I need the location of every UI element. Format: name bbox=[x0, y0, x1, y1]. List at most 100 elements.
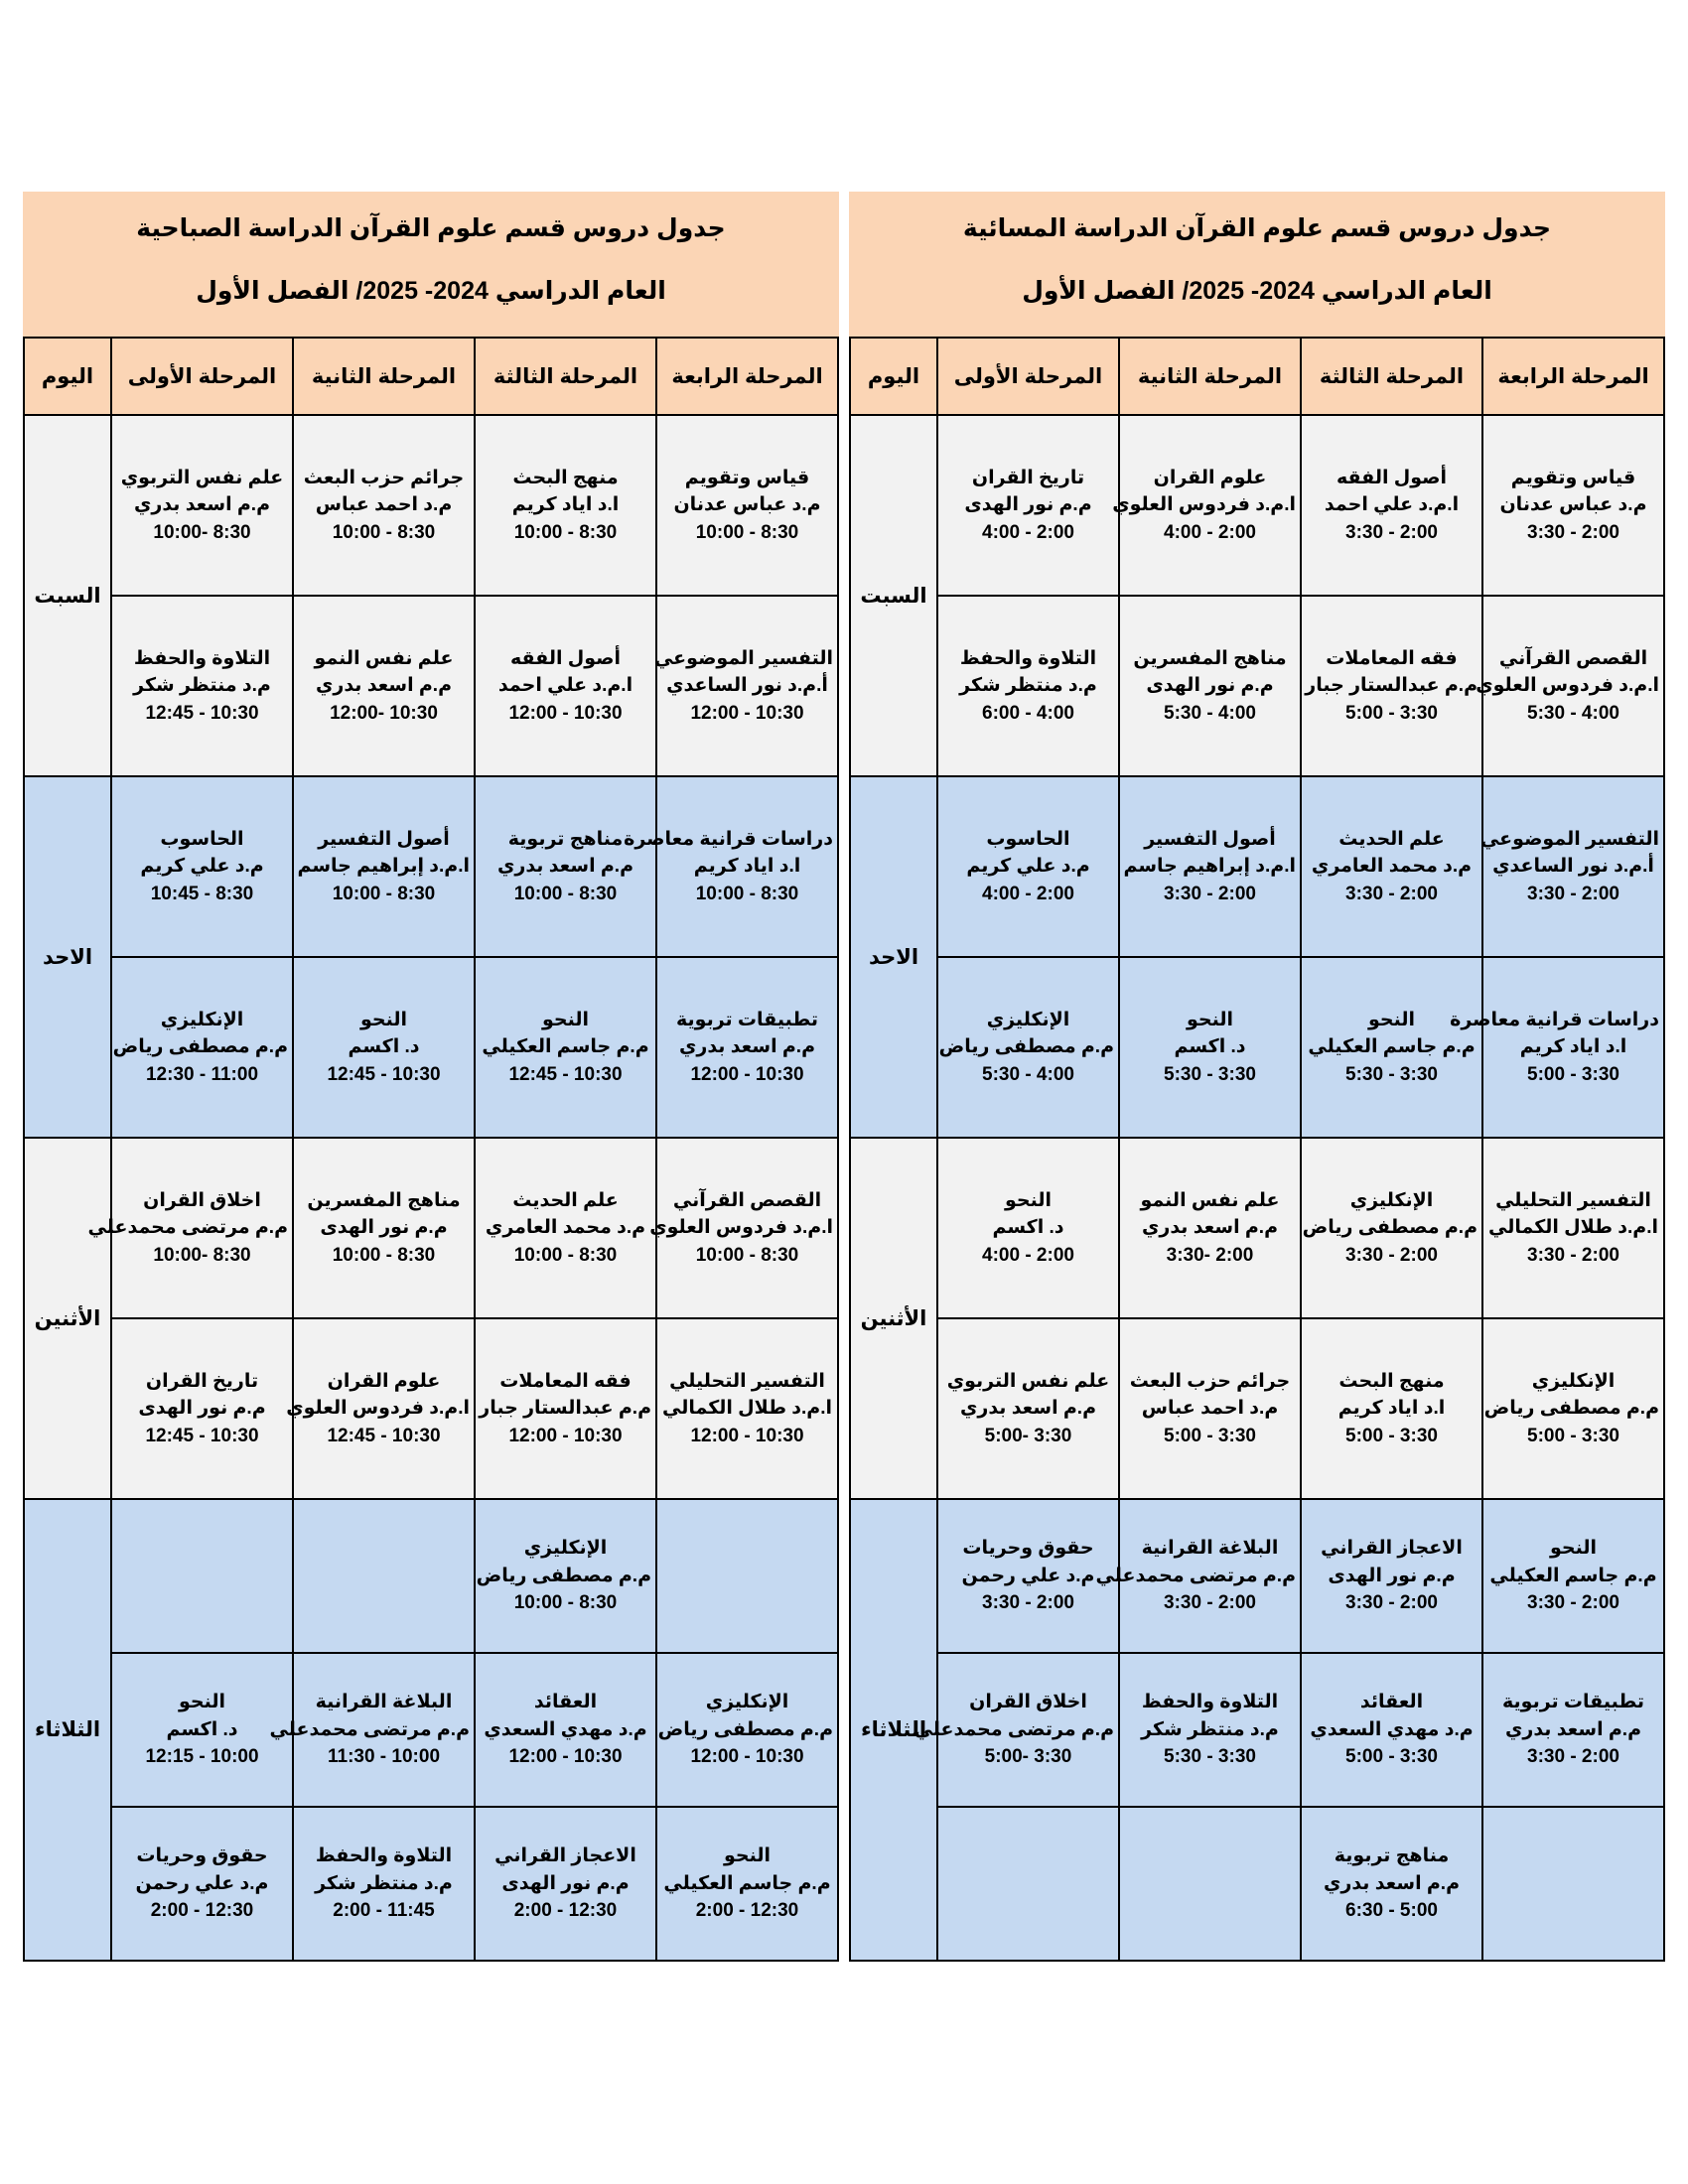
class-time: 12:00 - 10:30 bbox=[690, 1425, 804, 1446]
class-cell: النحو د. اكسم 4:00 - 2:00 bbox=[936, 1137, 1120, 1319]
class-time: 2:00 - 12:30 bbox=[695, 1900, 799, 1922]
class-cell: حقوق وحريات م.د علي رحمن 3:30 - 2:00 bbox=[936, 1498, 1120, 1654]
table-row: الإنكليزي م.م مصطفى رياض 10:00 - 8:30 الثلا… bbox=[23, 1498, 839, 1962]
class-cell: النحو د. اكسم 12:15 - 10:00 bbox=[110, 1652, 294, 1808]
class-cell: التلاوة والحفظ م.د منتظر شكر 12:45 - 10:30 bbox=[110, 595, 294, 777]
teacher-name: م.د منتظر شكر bbox=[133, 675, 271, 697]
board-evening-header: جدول دروس قسم علوم القرآن الدراسة المسائ… bbox=[849, 192, 1665, 337]
teacher-name: م.م مصطفى رياض bbox=[1302, 1217, 1477, 1239]
class-time: 10:00 - 8:30 bbox=[695, 883, 799, 904]
teacher-name: م.م اسعد بدري bbox=[1504, 1718, 1642, 1740]
teacher-name: م.د احمد عباس bbox=[1141, 1398, 1279, 1420]
board-evening: جدول دروس قسم علوم القرآن الدراسة المسائ… bbox=[849, 192, 1665, 1962]
class-time: 4:00 - 2:00 bbox=[982, 883, 1074, 904]
column-header-day: اليوم bbox=[849, 337, 938, 416]
class-time: 5:00- 3:30 bbox=[984, 1746, 1072, 1768]
teacher-name: م.م مصطفى رياض bbox=[657, 1718, 833, 1740]
course-name: التلاوة والحفظ bbox=[315, 1845, 453, 1867]
course-name: دراسات قرانية معاصرة bbox=[624, 828, 833, 850]
teacher-name: م.م مصطفى رياض bbox=[112, 1036, 288, 1058]
class-cell: التفسير الموضوعي أ.م.د نور الساعدي 3:30 - … bbox=[1480, 775, 1665, 958]
class-time: 2:00 - 12:30 bbox=[150, 1900, 254, 1922]
class-time: 12:00 - 10:30 bbox=[690, 1746, 804, 1768]
board-morning-header: جدول دروس قسم علوم القرآن الدراسة الصباح… bbox=[23, 192, 839, 337]
column-header-stage1: المرحلة الأولى bbox=[936, 337, 1120, 416]
course-name: التلاوة والحفظ bbox=[1141, 1692, 1279, 1713]
course-name: الإنكليزي bbox=[160, 1009, 244, 1030]
teacher-name: ا.م.د فردوس العلوي bbox=[1476, 675, 1659, 697]
course-name: أصول الفقه bbox=[509, 647, 622, 669]
table-row: القصص القرآني ا.م.د فردوس العلوي 10:00 - 8… bbox=[23, 1137, 839, 1500]
class-cell: التلاوة والحفظ م.د منتظر شكر 2:00 - 11:45 bbox=[292, 1806, 476, 1962]
course-name: النحو bbox=[723, 1845, 771, 1867]
class-cell bbox=[292, 1498, 476, 1654]
course-name: علم نفس النمو bbox=[1140, 1189, 1280, 1211]
course-name: النحو bbox=[1004, 1189, 1052, 1211]
table-row: تطبيقات تربوية م.م اسعد بدري 12:00 - 10:30… bbox=[24, 956, 839, 1139]
class-cell bbox=[655, 1498, 839, 1654]
column-header-stage4: المرحلة الرابعة bbox=[655, 337, 839, 416]
class-time: 10:00 - 8:30 bbox=[513, 1244, 618, 1266]
class-cell: علم نفس النمو م.م اسعد بدري 3:30- 2:00 bbox=[1118, 1137, 1302, 1319]
class-time: 10:45 - 8:30 bbox=[150, 883, 254, 904]
table-row: الإنكليزي م.م مصطفى رياض 5:00 - 3:30 منهج ا… bbox=[850, 1317, 1665, 1500]
class-cell: الحاسوب م.د علي كريم 4:00 - 2:00 bbox=[936, 775, 1120, 958]
class-cell: علوم القران ا.م.د فردوس العلوي 12:45 - 10:… bbox=[286, 1317, 476, 1500]
teacher-name: م.د مهدي السعدي bbox=[1310, 1718, 1474, 1740]
course-name: اخلاق القران bbox=[143, 1189, 261, 1211]
class-time: 3:30- 2:00 bbox=[1166, 1244, 1254, 1266]
teacher-name: م.د علي كريم bbox=[140, 856, 264, 878]
course-name: فقه المعاملات bbox=[1326, 647, 1458, 669]
class-cell: علم نفس التربوي م.م اسعد بدري 10:00- 8:30 bbox=[110, 414, 294, 597]
teacher-name: م.م نور الهدى bbox=[964, 494, 1092, 516]
board-morning-title: جدول دروس قسم علوم القرآن الدراسة الصباح… bbox=[136, 214, 726, 242]
teacher-name: ا.م.د إبراهيم جاسم bbox=[1123, 856, 1296, 878]
class-time: 5:30 - 4:00 bbox=[1527, 702, 1619, 724]
class-cell: دراسات قرانية معاصرة ا.د اياد كريم 10:00 -… bbox=[624, 775, 839, 958]
teacher-name: م.د منتظر شكر bbox=[959, 675, 1097, 697]
teacher-name: م.م اسعد بدري bbox=[496, 856, 634, 878]
morning-schedule-table: المرحلة الرابعة المرحلة الثالثة المرحلة … bbox=[23, 337, 839, 1962]
teacher-name: م.د احمد عباس bbox=[315, 494, 453, 516]
teacher-name: م.م جاسم العكيلي bbox=[482, 1036, 649, 1058]
course-name: اخلاق القران bbox=[969, 1692, 1087, 1713]
class-cell: علم نفس التربوي م.م اسعد بدري 5:00- 3:30 bbox=[936, 1317, 1120, 1500]
course-name: التلاوة والحفظ bbox=[133, 647, 271, 669]
teacher-name: ا.د اياد كريم bbox=[1337, 1398, 1446, 1420]
board-evening-subtitle: العام الدراسي 2024- 2025/ الفصل الأول bbox=[1022, 277, 1492, 306]
table-row: دراسات قرانية معاصرة ا.د اياد كريم 5:00 - … bbox=[850, 956, 1665, 1139]
class-cell: تطبيقات تربوية م.م اسعد بدري 3:30 - 2:00 bbox=[1481, 1652, 1665, 1808]
teacher-name: ا.م.د فردوس العلوي bbox=[1112, 494, 1296, 516]
class-time: 3:30 - 2:00 bbox=[1345, 883, 1438, 904]
teacher-name: م.م مرتضى محمدعلي bbox=[1095, 1565, 1296, 1586]
class-time: 10:00 - 8:30 bbox=[513, 883, 618, 904]
table-row: تطبيقات تربوية م.م اسعد بدري 3:30 - 2:00 ال… bbox=[850, 1652, 1665, 1808]
course-name: النحو bbox=[359, 1009, 407, 1030]
board-morning: جدول دروس قسم علوم القرآن الدراسة الصباح… bbox=[23, 192, 839, 1962]
class-time: 12:00 - 10:30 bbox=[690, 1063, 804, 1085]
course-name: النحو bbox=[541, 1009, 589, 1030]
class-time: 5:30 - 3:30 bbox=[1345, 1063, 1438, 1085]
course-name: الاعجاز القراني bbox=[494, 1845, 636, 1867]
course-name: الإنكليزي bbox=[705, 1692, 789, 1713]
class-cell: فقه المعاملات م.م عبدالستار جبار 12:00 - 1… bbox=[474, 1317, 657, 1500]
class-time: 3:30 - 2:00 bbox=[1345, 1244, 1438, 1266]
column-header-stage1: المرحلة الأولى bbox=[110, 337, 294, 416]
teacher-name: د. اكسم bbox=[166, 1718, 238, 1740]
teacher-name: م.د علي رحمن bbox=[961, 1565, 1095, 1586]
class-time: 5:00 - 3:30 bbox=[1527, 1425, 1619, 1446]
course-name: الإنكليزي bbox=[1349, 1189, 1434, 1211]
course-name: حقوق وحريات bbox=[136, 1845, 268, 1867]
class-time: 10:00 - 8:30 bbox=[513, 521, 618, 543]
teacher-name: م.م مرتضى محمدعلي bbox=[914, 1718, 1114, 1740]
column-header-day: اليوم bbox=[23, 337, 112, 416]
course-name: مناهج تربوية bbox=[1334, 1845, 1450, 1867]
course-name: تطبيقات تربوية bbox=[676, 1009, 818, 1030]
class-cell: قياس وتقويم م.د عباس عدنان 10:00 - 8:30 bbox=[655, 414, 839, 597]
class-cell: مناهج المفسرين م.م نور الهدى 10:00 - 8:30 bbox=[292, 1137, 476, 1319]
table-header-row: المرحلة الرابعة المرحلة الثالثة المرحلة … bbox=[23, 337, 839, 416]
course-name: النحو bbox=[1549, 1538, 1597, 1560]
teacher-name: م.م عبدالستار جبار bbox=[1305, 675, 1477, 697]
board-morning-subtitle: العام الدراسي 2024- 2025/ الفصل الأول bbox=[196, 277, 666, 306]
